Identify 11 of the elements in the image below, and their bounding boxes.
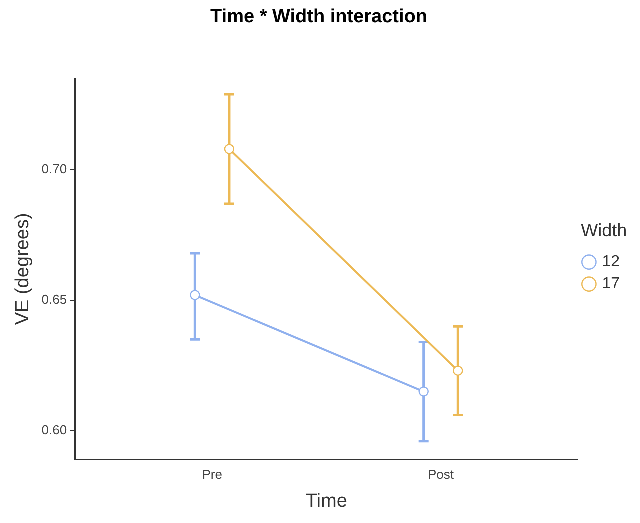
chart-title: Time * Width interaction — [210, 6, 428, 28]
y-axis-title: VE (degrees) — [12, 213, 34, 326]
y-tick-label: 0.60 — [42, 422, 68, 438]
y-tick-label: 0.70 — [42, 162, 68, 177]
y-tick-label: 0.65 — [42, 292, 68, 308]
x-tick-label: Pre — [202, 466, 222, 482]
legend-label: 12 — [602, 254, 620, 271]
x-tick-label: Post — [428, 466, 454, 482]
legend-label: 17 — [602, 276, 620, 293]
legend-title: Width — [581, 220, 628, 241]
x-axis-title: Time — [306, 490, 348, 512]
